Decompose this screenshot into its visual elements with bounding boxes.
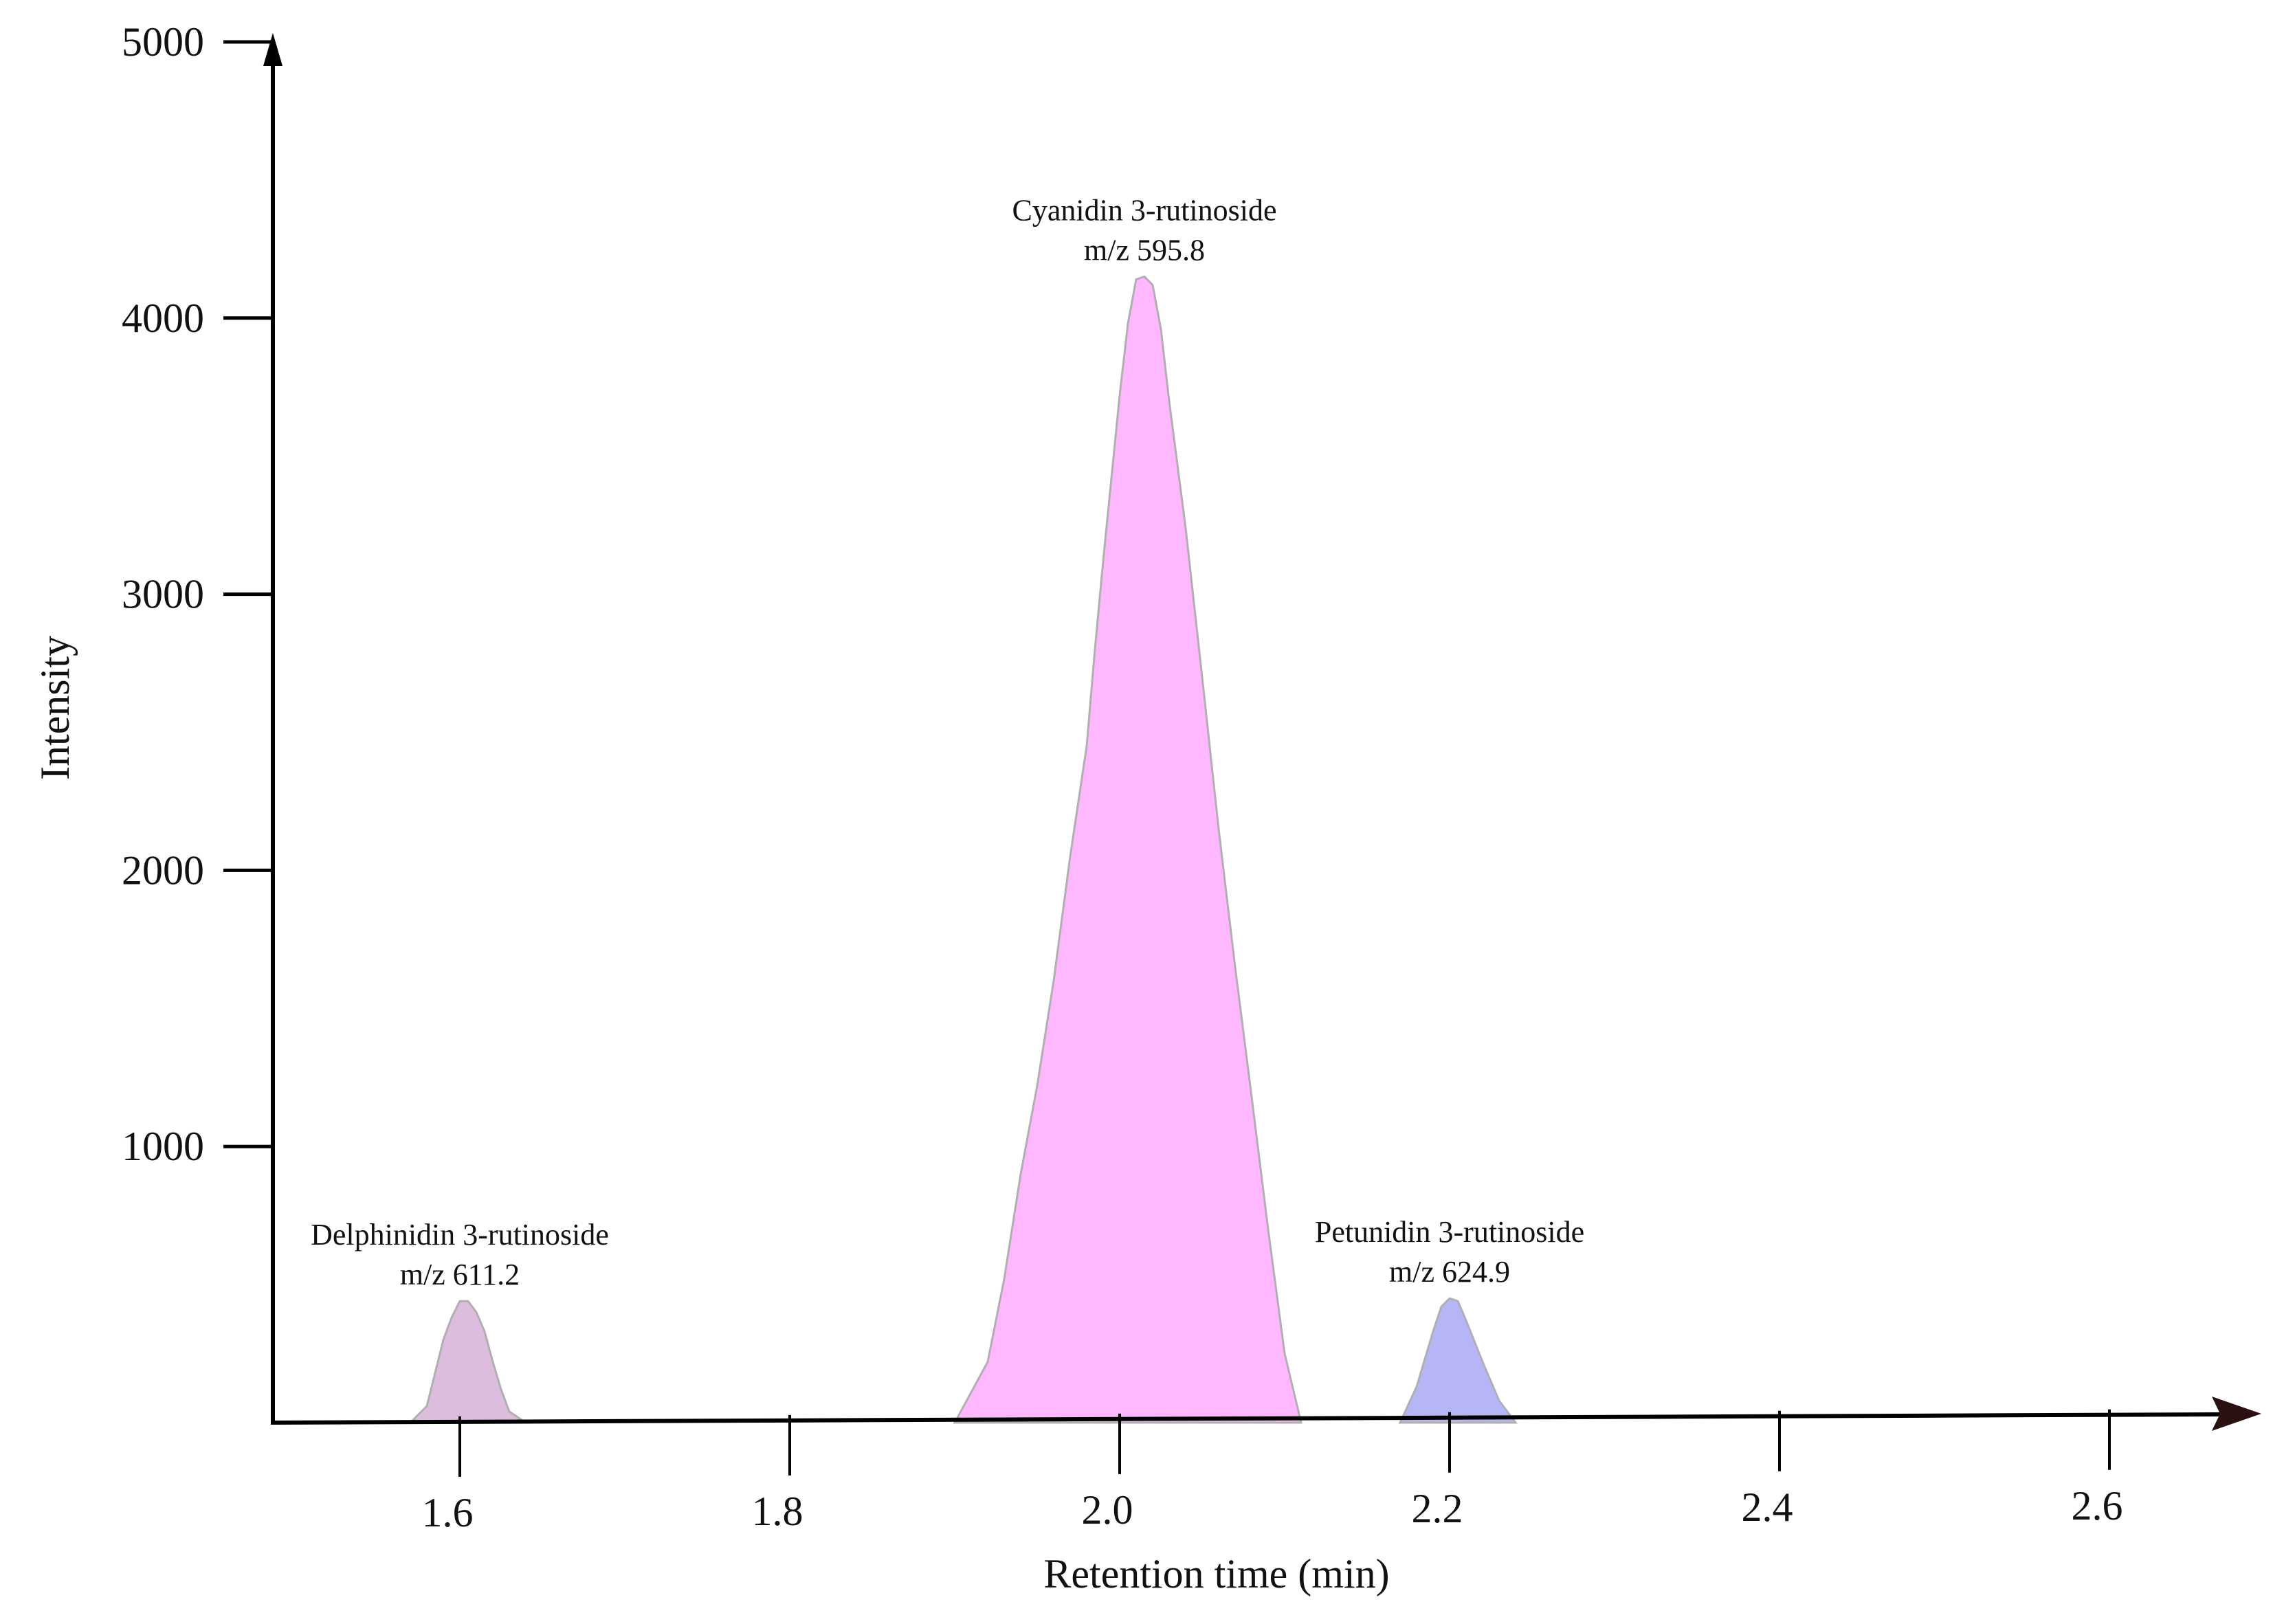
peak-area-3: [1398, 1297, 1518, 1424]
x-axis-line: [270, 1412, 2221, 1425]
peak-area-1: [408, 1300, 529, 1424]
x-tick-label: 1.6: [422, 1490, 474, 1535]
y-axis-title: Intensity: [32, 636, 78, 780]
x-tick-label: 2.6: [2072, 1483, 2123, 1528]
x-tick-label: 2.4: [1742, 1484, 1793, 1530]
x-axis-title: Retention time (min): [1043, 1551, 1389, 1597]
x-tick-label: 2.2: [1412, 1486, 1463, 1531]
x-tick-label: 1.8: [752, 1489, 803, 1534]
peak-label-name-1: Delphinidin 3-rutinoside: [311, 1218, 609, 1252]
peak-label-name-2: Cyanidin 3-rutinoside: [1012, 194, 1277, 227]
peak-label-mz-3: m/z 624.9: [1389, 1255, 1510, 1289]
y-tick-label: 5000: [122, 19, 204, 65]
y-tick-label: 3000: [122, 572, 204, 617]
peak-label-mz-2: m/z 595.8: [1084, 234, 1205, 267]
y-tick-label: 1000: [122, 1124, 204, 1169]
x-axis-arrowhead: [2212, 1397, 2261, 1431]
peak-label-mz-1: m/z 611.2: [400, 1258, 520, 1291]
peaks-layer: [408, 275, 1518, 1424]
peak-label-name-3: Petunidin 3-rutinoside: [1315, 1215, 1584, 1249]
ticks-layer: 1.6 1.8 2.0 2.2 2.4 2.6 1000 2000 3000 4000 5000: [122, 19, 2123, 1535]
x-tick-label: 2.0: [1082, 1487, 1133, 1533]
axes-layer: [263, 33, 2261, 1431]
y-axis-arrowhead: [263, 33, 282, 66]
y-tick-label: 4000: [122, 296, 204, 341]
labels-layer: m/z 611.2 Delphinidin 3-rutinoside m/z 595…: [311, 194, 1584, 1292]
y-tick-label: 2000: [122, 847, 204, 893]
peak-area-2: [953, 275, 1302, 1424]
